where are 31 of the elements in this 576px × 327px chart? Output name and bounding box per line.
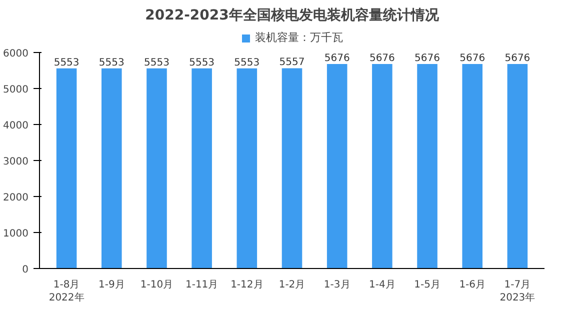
y-tick-label: 4000	[3, 120, 29, 132]
x-tick-label: 1-2月	[278, 280, 306, 290]
data-label: 5553	[234, 57, 260, 68]
x-tick-label: 1-3月	[324, 280, 350, 290]
data-label: 5557	[279, 57, 305, 68]
data-label: 5553	[144, 57, 170, 68]
y-tick-label: 6000	[3, 48, 29, 60]
y-tick-label: 0	[22, 264, 29, 276]
legend-label: 装机容量：万千瓦	[255, 30, 343, 45]
data-label: 5553	[189, 57, 215, 68]
x-tick-label: 1-8月 2022年	[48, 280, 84, 304]
y-tick-label: 1000	[3, 228, 29, 240]
data-label: 5676	[504, 52, 530, 64]
data-label: 5553	[54, 57, 80, 68]
x-tick-label: 1-11月	[185, 280, 218, 290]
x-tick-label: 1-12月	[230, 280, 264, 290]
y-tick-label: 5000	[3, 84, 29, 96]
data-label: 5676	[460, 52, 486, 64]
chart-title: 2022-2023年全国核电发电装机容量统计情况	[145, 6, 440, 24]
data-label: 5676	[414, 52, 440, 64]
data-label: 5676	[324, 52, 350, 64]
x-tick-label: 1-5月	[414, 280, 440, 290]
x-tick-label: 1-6月	[459, 280, 486, 290]
y-tick-label: 3000	[3, 156, 29, 168]
x-tick-label: 1-9月	[98, 280, 125, 290]
data-label: 5676	[369, 52, 395, 64]
data-label: 5553	[98, 57, 124, 68]
x-tick-label: 1-4月	[369, 280, 396, 290]
x-tick-label: 1-10月	[140, 280, 174, 290]
x-tick-label: 1-7月 2023年	[500, 280, 536, 304]
y-tick-label: 2000	[3, 192, 29, 204]
